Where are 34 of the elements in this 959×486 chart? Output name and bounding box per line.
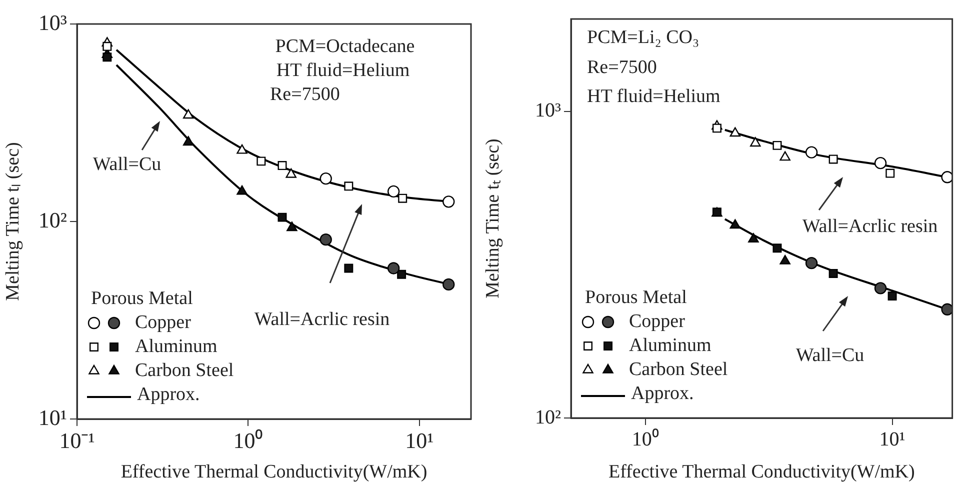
x-axis-title: Effective Thermal Conductivity(W/mK): [120, 462, 428, 483]
annotation: Wall=Cu: [92, 154, 162, 175]
legend-label: Approx.: [137, 384, 200, 405]
annotation: Re=7500: [587, 56, 657, 78]
legend-title: Porous Metal: [585, 286, 687, 308]
annotation: Re=7500: [270, 84, 340, 105]
legend-title: Porous Metal: [91, 288, 193, 309]
legend-label: Copper: [135, 312, 192, 333]
x-tick-label: 10⁰: [233, 428, 264, 453]
legend-label: Copper: [629, 310, 686, 332]
legend-label: Carbon Steel: [135, 360, 234, 381]
y-tick-label: 10¹: [38, 404, 67, 430]
y-tick-label: 10²: [535, 406, 561, 428]
y-tick-label: 10³: [38, 10, 68, 35]
y-tick-label: 10³: [535, 100, 561, 122]
annotation: Wall=Acrlic resin: [254, 308, 390, 330]
annotation: Wall=Cu: [796, 344, 865, 366]
annotation: HT fluid=Helium: [587, 86, 721, 107]
x-tick-label: 10⁰: [632, 427, 659, 450]
x-tick-label: 10¹: [405, 428, 434, 453]
x-tick-label: 10⁻¹: [59, 428, 95, 453]
legend-label: Approx.: [631, 382, 694, 404]
annotation: HT fluid=Helium: [276, 60, 410, 81]
legend-label: Aluminum: [135, 336, 218, 357]
x-tick-label: 10¹: [879, 428, 906, 450]
legend-label: Aluminum: [629, 334, 712, 356]
y-axis-title: Melting Time tₗ (sec): [2, 142, 24, 301]
y-axis-title: Melting Time tₜ (sec): [482, 138, 504, 298]
annotation: PCM=Octadecane: [275, 36, 415, 57]
x-axis-title: Effective Thermal Conductivity(W/mK): [608, 462, 915, 483]
annotation: PCM=Li₂ CO₃: [587, 26, 700, 48]
y-tick-label: 10²: [38, 207, 68, 232]
legend-label: Carbon Steel: [629, 358, 728, 380]
annotation: Wall=Acrlic resin: [802, 216, 938, 237]
